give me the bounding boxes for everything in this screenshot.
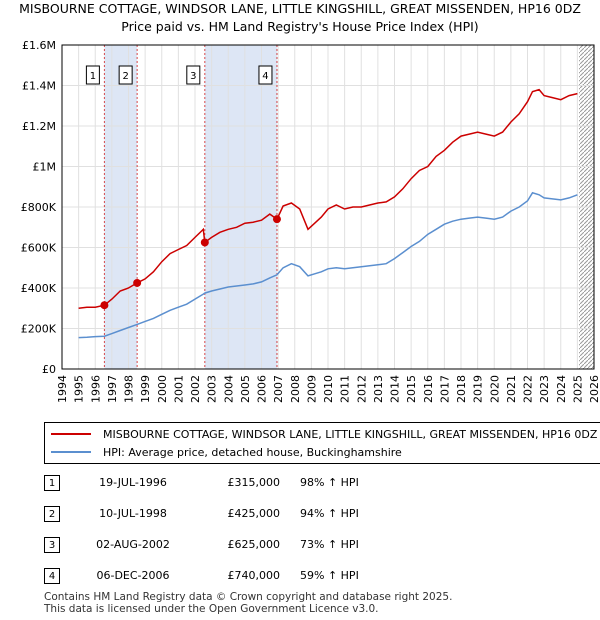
x-tick-label: 2025 [571, 375, 584, 403]
sale-number-box [258, 65, 273, 85]
sale-number-box [186, 65, 201, 85]
transaction-date: 02-AUG-2002 [96, 538, 170, 551]
x-tick-label: 2018 [455, 375, 468, 403]
sale-number-label: 1 [90, 71, 96, 82]
sale-point [272, 215, 281, 224]
x-tick-label: 1995 [73, 375, 86, 403]
transaction-date: 10-JUL-1998 [99, 507, 167, 520]
x-tick-label: 2004 [222, 375, 235, 403]
transaction-row: 2 10-JUL-1998 £425,000 94% ↑ HPI [0, 503, 600, 527]
y-tick-label: £1.6M [22, 39, 56, 52]
x-tick-label: 2002 [189, 375, 202, 403]
footer-copyright: Contains HM Land Registry data © Crown c… [44, 591, 453, 603]
sale-point [200, 238, 209, 247]
legend-swatch-hpi [51, 451, 91, 453]
y-tick-label: £800K [21, 201, 57, 214]
x-tick-label: 1998 [123, 375, 136, 403]
x-tick-label: 2020 [488, 375, 501, 403]
x-tick-label: 2019 [472, 375, 485, 403]
y-tick-label: £1.2M [22, 120, 56, 133]
x-tick-label: 2000 [156, 375, 169, 403]
transaction-hpi: 94% ↑ HPI [300, 507, 359, 520]
x-tick-label: 1996 [89, 375, 102, 403]
sale-number-label: 3 [190, 71, 196, 82]
legend-swatch-property [51, 433, 91, 435]
y-tick-label: £200K [21, 323, 57, 336]
x-tick-label: 2013 [372, 375, 385, 403]
x-tick-label: 2008 [289, 375, 302, 403]
chart-legend: MISBOURNE COTTAGE, WINDSOR LANE, LITTLE … [44, 422, 600, 464]
x-tick-label: 2010 [322, 375, 335, 403]
transaction-number: 1 [44, 475, 60, 491]
legend-label-hpi: HPI: Average price, detached house, Buck… [103, 445, 402, 459]
transaction-price: £740,000 [227, 569, 281, 582]
x-tick-label: 2009 [305, 375, 318, 403]
x-tick-label: 2016 [422, 375, 435, 403]
hpi-line [78, 191, 578, 339]
x-tick-label: 1999 [139, 375, 152, 403]
transaction-number: 4 [44, 568, 60, 584]
transaction-number: 2 [44, 506, 60, 522]
x-tick-label: 2007 [272, 375, 285, 403]
footer-licence: This data is licensed under the Open Gov… [44, 603, 379, 615]
y-tick-label: £600K [21, 242, 57, 255]
transaction-date: 06-DEC-2006 [96, 569, 170, 582]
x-tick-label: 2005 [239, 375, 252, 403]
sale-number-box [85, 65, 100, 85]
transaction-price: £425,000 [227, 507, 281, 520]
transaction-hpi: 73% ↑ HPI [300, 538, 359, 551]
x-tick-label: 2003 [206, 375, 219, 403]
x-tick-label: 2024 [555, 375, 568, 403]
transaction-hpi: 59% ↑ HPI [300, 569, 359, 582]
y-tick-label: £1M [33, 161, 57, 174]
x-tick-label: 1997 [106, 375, 119, 403]
transaction-hpi: 98% ↑ HPI [300, 476, 359, 489]
x-tick-label: 2026 [588, 375, 600, 403]
transaction-date: 19-JUL-1996 [99, 476, 167, 489]
transaction-row: 4 06-DEC-2006 £740,000 59% ↑ HPI [0, 565, 600, 589]
plot-frame [61, 44, 595, 370]
x-tick-label: 2021 [505, 375, 518, 403]
chart-subtitle: Price paid vs. HM Land Registry's House … [121, 19, 479, 34]
x-tick-label: 2014 [389, 375, 402, 403]
y-tick-label: £1.4M [22, 80, 56, 93]
y-tick-label: £400K [21, 282, 57, 295]
transaction-price: £315,000 [227, 476, 281, 489]
sale-point [100, 301, 109, 310]
x-tick-label: 2015 [405, 375, 418, 403]
x-tick-label: 2001 [172, 375, 185, 403]
x-tick-label: 2012 [355, 375, 368, 403]
chart-title: MISBOURNE COTTAGE, WINDSOR LANE, LITTLE … [19, 1, 581, 16]
x-tick-label: 2022 [522, 375, 535, 403]
x-tick-label: 2011 [339, 375, 352, 403]
transaction-row: 3 02-AUG-2002 £625,000 73% ↑ HPI [0, 534, 600, 558]
legend-item-property: MISBOURNE COTTAGE, WINDSOR LANE, LITTLE … [51, 425, 600, 443]
x-tick-label: 2006 [256, 375, 269, 403]
sale-number-label: 2 [122, 71, 128, 82]
sale-number-label: 4 [262, 71, 268, 82]
legend-label-property: MISBOURNE COTTAGE, WINDSOR LANE, LITTLE … [103, 427, 600, 441]
x-tick-label: 2023 [538, 375, 551, 403]
price-chart: £0 £200K £400K £600K £800K £1M £1.2M £1.4M £1.6M… [21, 39, 600, 403]
sale-point [133, 278, 142, 287]
legend-item-hpi: HPI: Average price, detached house, Buck… [51, 443, 402, 461]
property-price-line [78, 88, 578, 310]
transaction-price: £625,000 [227, 538, 281, 551]
x-tick-label: 1994 [56, 375, 69, 403]
transaction-number: 3 [44, 537, 60, 553]
transaction-row: 1 19-JUL-1996 £315,000 98% ↑ HPI [0, 472, 600, 496]
x-tick-label: 2017 [438, 375, 451, 403]
sale-number-box [118, 65, 133, 85]
y-tick-label: £0 [42, 363, 56, 376]
